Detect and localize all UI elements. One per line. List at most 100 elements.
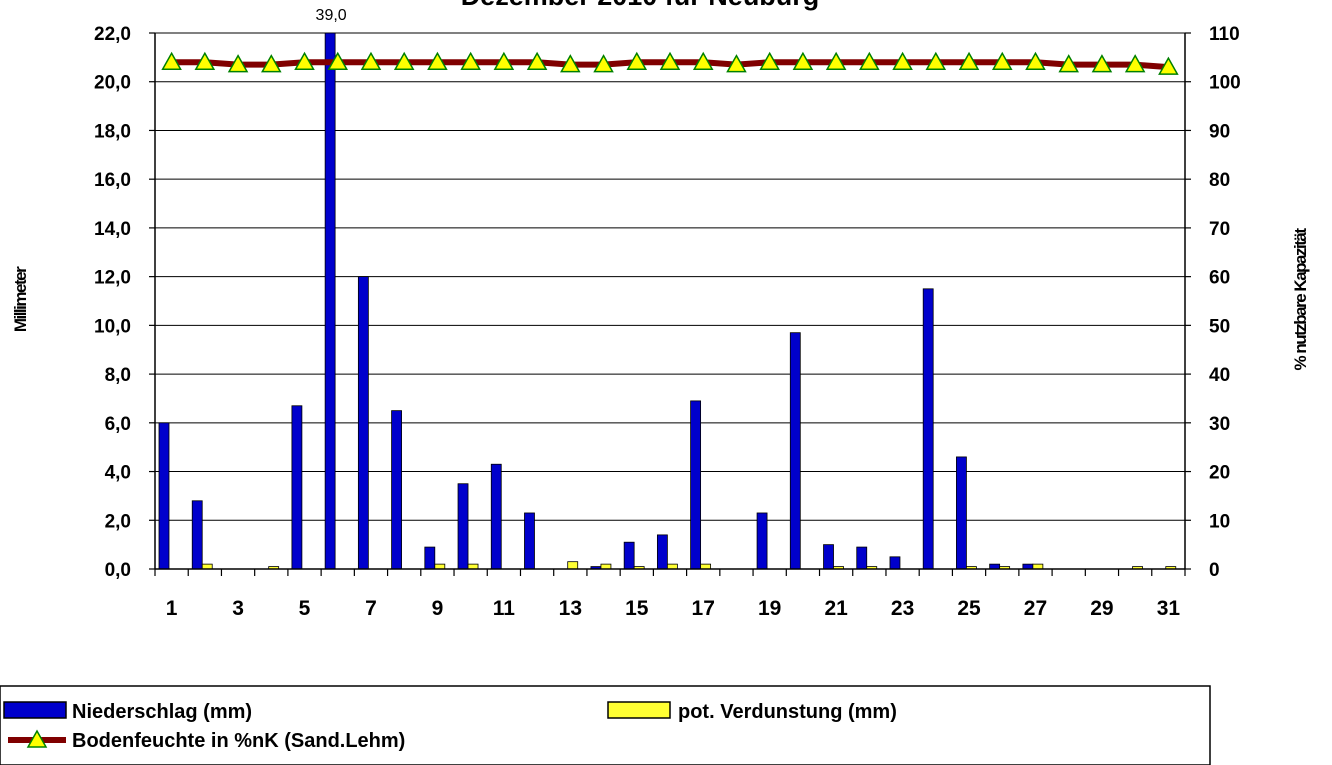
y-tick-label: 4,0 — [105, 463, 131, 484]
y2-tick-label: 110 — [1209, 24, 1240, 45]
grid-lines — [155, 32, 1185, 521]
precipitation-bar — [756, 512, 768, 570]
soil-moisture-marker — [593, 54, 614, 73]
precipitation-bar — [357, 276, 369, 570]
y2-tick-label: 70 — [1209, 219, 1230, 240]
x-tick-label: 13 — [559, 597, 582, 620]
soil-moisture-marker — [991, 51, 1013, 70]
precipitation-bar — [524, 512, 535, 570]
precipitation-bar — [922, 288, 934, 570]
soil-moisture-marker — [360, 51, 382, 70]
soil-moisture-marker — [1058, 54, 1079, 73]
legend-label-evaporation: pot. Verdunstung (mm) — [678, 701, 897, 723]
soil-moisture-marker — [792, 51, 814, 70]
precipitation-bar — [391, 410, 402, 570]
bars — [158, 32, 1177, 570]
y2-tick-label: 50 — [1209, 316, 1230, 337]
y-tick-label: 14,0 — [94, 219, 131, 240]
precipitation-bar — [324, 32, 336, 570]
x-tick-label: 9 — [432, 597, 444, 620]
soil-moisture-marker — [859, 51, 880, 70]
x-tick-label: 5 — [299, 597, 311, 620]
x-tick-label: 25 — [957, 597, 981, 620]
x-tick-label: 27 — [1024, 597, 1047, 620]
y-axis-label: Millimeter — [11, 266, 30, 332]
soil-moisture-marker — [626, 51, 648, 70]
soil-moisture-marker — [460, 51, 481, 70]
y2-tick-label: 80 — [1209, 170, 1230, 191]
precipitation-bar — [158, 422, 170, 570]
legend-swatch-evaporation — [607, 701, 671, 719]
precipitation-bar — [823, 544, 834, 570]
y-tick-label: 10,0 — [94, 316, 131, 337]
soil-moisture-marker — [327, 51, 349, 70]
soil-moisture-series — [161, 51, 1179, 75]
precipitation-bar — [956, 456, 967, 570]
soil-moisture-marker — [161, 51, 182, 70]
x-tick-label: 23 — [891, 597, 914, 620]
soil-moisture-marker — [825, 51, 847, 70]
soil-moisture-marker — [1091, 54, 1113, 73]
soil-moisture-marker — [1025, 51, 1046, 70]
precipitation-bar — [457, 483, 469, 570]
x-tick-label: 21 — [824, 597, 848, 620]
y2-axis-label: % nutzbare Kapazität — [1291, 228, 1310, 371]
y2-tick-label: 10 — [1209, 511, 1230, 532]
data-label: 39,0 — [316, 7, 347, 24]
precipitation-bar — [889, 556, 901, 570]
y2-tick-label: 90 — [1209, 121, 1230, 142]
axes — [149, 32, 1191, 576]
legend-swatch-soil-moisture — [8, 729, 66, 748]
tick-labels: 0,0 0 2,0 10 4,0 20 6,0 30 8,0 40 10,0 50 12,0 60 14,0… — [94, 7, 1241, 620]
y-tick-label: 22,0 — [94, 24, 131, 45]
chart-title: Dezember 2010 für Neuburg — [461, 0, 820, 11]
soil-moisture-marker — [726, 54, 747, 73]
legend-label-precipitation: Niederschlag (mm) — [72, 701, 252, 723]
x-tick-label: 3 — [232, 597, 244, 620]
precipitation-bar — [789, 332, 801, 570]
precipitation-bar — [623, 541, 635, 570]
soil-moisture-marker — [261, 54, 282, 73]
soil-moisture-marker — [427, 51, 448, 70]
y2-tick-label: 20 — [1209, 463, 1230, 484]
soil-moisture-marker — [227, 54, 249, 73]
y-tick-label: 6,0 — [105, 414, 131, 435]
y-tick-label: 16,0 — [94, 170, 131, 191]
y-tick-label: 18,0 — [94, 121, 131, 142]
y2-tick-label: 30 — [1209, 414, 1230, 435]
x-tick-label: 7 — [365, 597, 377, 620]
soil-moisture-marker — [493, 51, 515, 70]
precipitation-bar — [656, 534, 668, 570]
legend-swatch-precipitation — [3, 701, 67, 719]
y-tick-label: 2,0 — [105, 511, 131, 532]
soil-moisture-marker — [526, 51, 548, 70]
x-tick-label: 11 — [493, 597, 516, 620]
x-tick-label: 31 — [1157, 597, 1181, 620]
precipitation-bar — [191, 500, 203, 570]
y2-tick-label: 100 — [1209, 73, 1241, 94]
soil-moisture-marker — [393, 51, 415, 70]
soil-moisture-marker — [560, 54, 581, 73]
legend: Niederschlag (mm) pot. Verdunstung (mm) … — [0, 685, 1211, 765]
soil-moisture-marker — [659, 51, 681, 70]
soil-moisture-marker — [759, 51, 780, 70]
x-tick-label: 17 — [692, 597, 715, 620]
precipitation-bar — [424, 546, 436, 570]
soil-moisture-marker — [294, 51, 315, 70]
soil-moisture-marker — [925, 51, 947, 70]
soil-moisture-marker — [194, 51, 216, 70]
legend-label-soil-moisture: Bodenfeuchte in %nK (Sand.Lehm) — [72, 730, 405, 752]
y2-tick-label: 60 — [1209, 268, 1230, 289]
evaporation-bar — [567, 561, 579, 570]
x-tick-label: 19 — [758, 597, 781, 620]
soil-moisture-marker — [1124, 54, 1146, 73]
y2-tick-label: 0 — [1209, 560, 1220, 581]
soil-moisture-marker — [692, 51, 714, 70]
legend-box — [0, 685, 1211, 765]
x-tick-label: 15 — [625, 597, 649, 620]
soil-moisture-marker — [958, 51, 980, 70]
soil-moisture-marker — [892, 51, 913, 70]
precipitation-bar — [291, 405, 303, 570]
soil-moisture-marker — [1158, 56, 1179, 75]
